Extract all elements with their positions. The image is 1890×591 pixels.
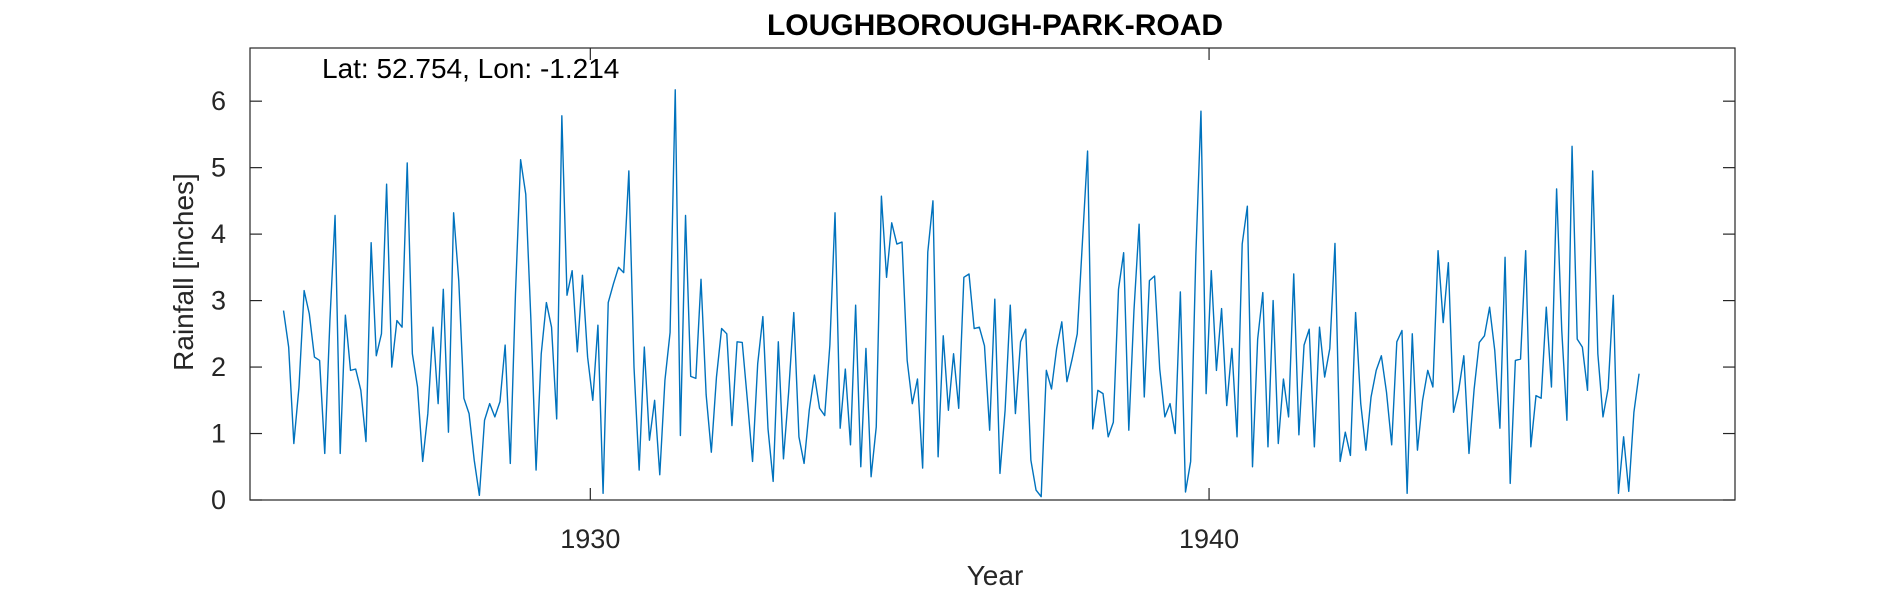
chart-title: LOUGHBOROUGH-PARK-ROAD xyxy=(767,9,1223,42)
x-axis: 1930 1940 xyxy=(560,48,1239,554)
x-tick-label: 1930 xyxy=(560,524,620,554)
y-tick-label: 3 xyxy=(211,286,226,316)
x-tick-label: 1940 xyxy=(1179,524,1239,554)
y-tick-label: 6 xyxy=(211,86,226,116)
x-axis-label: Year xyxy=(967,560,1024,591)
y-axis-label: Rainfall [inches] xyxy=(168,173,199,371)
y-tick-label: 2 xyxy=(211,352,226,382)
y-tick-label: 0 xyxy=(211,485,226,515)
location-annotation: Lat: 52.754, Lon: -1.214 xyxy=(322,53,619,84)
y-tick-label: 1 xyxy=(211,419,226,449)
plot-area-frame xyxy=(249,47,1736,501)
y-tick-label: 5 xyxy=(211,153,226,183)
y-axis: 0 1 2 3 4 5 6 xyxy=(211,86,1735,515)
series-layer xyxy=(282,89,1640,498)
rainfall-series-line xyxy=(282,89,1640,498)
y-tick-label: 4 xyxy=(211,219,226,249)
